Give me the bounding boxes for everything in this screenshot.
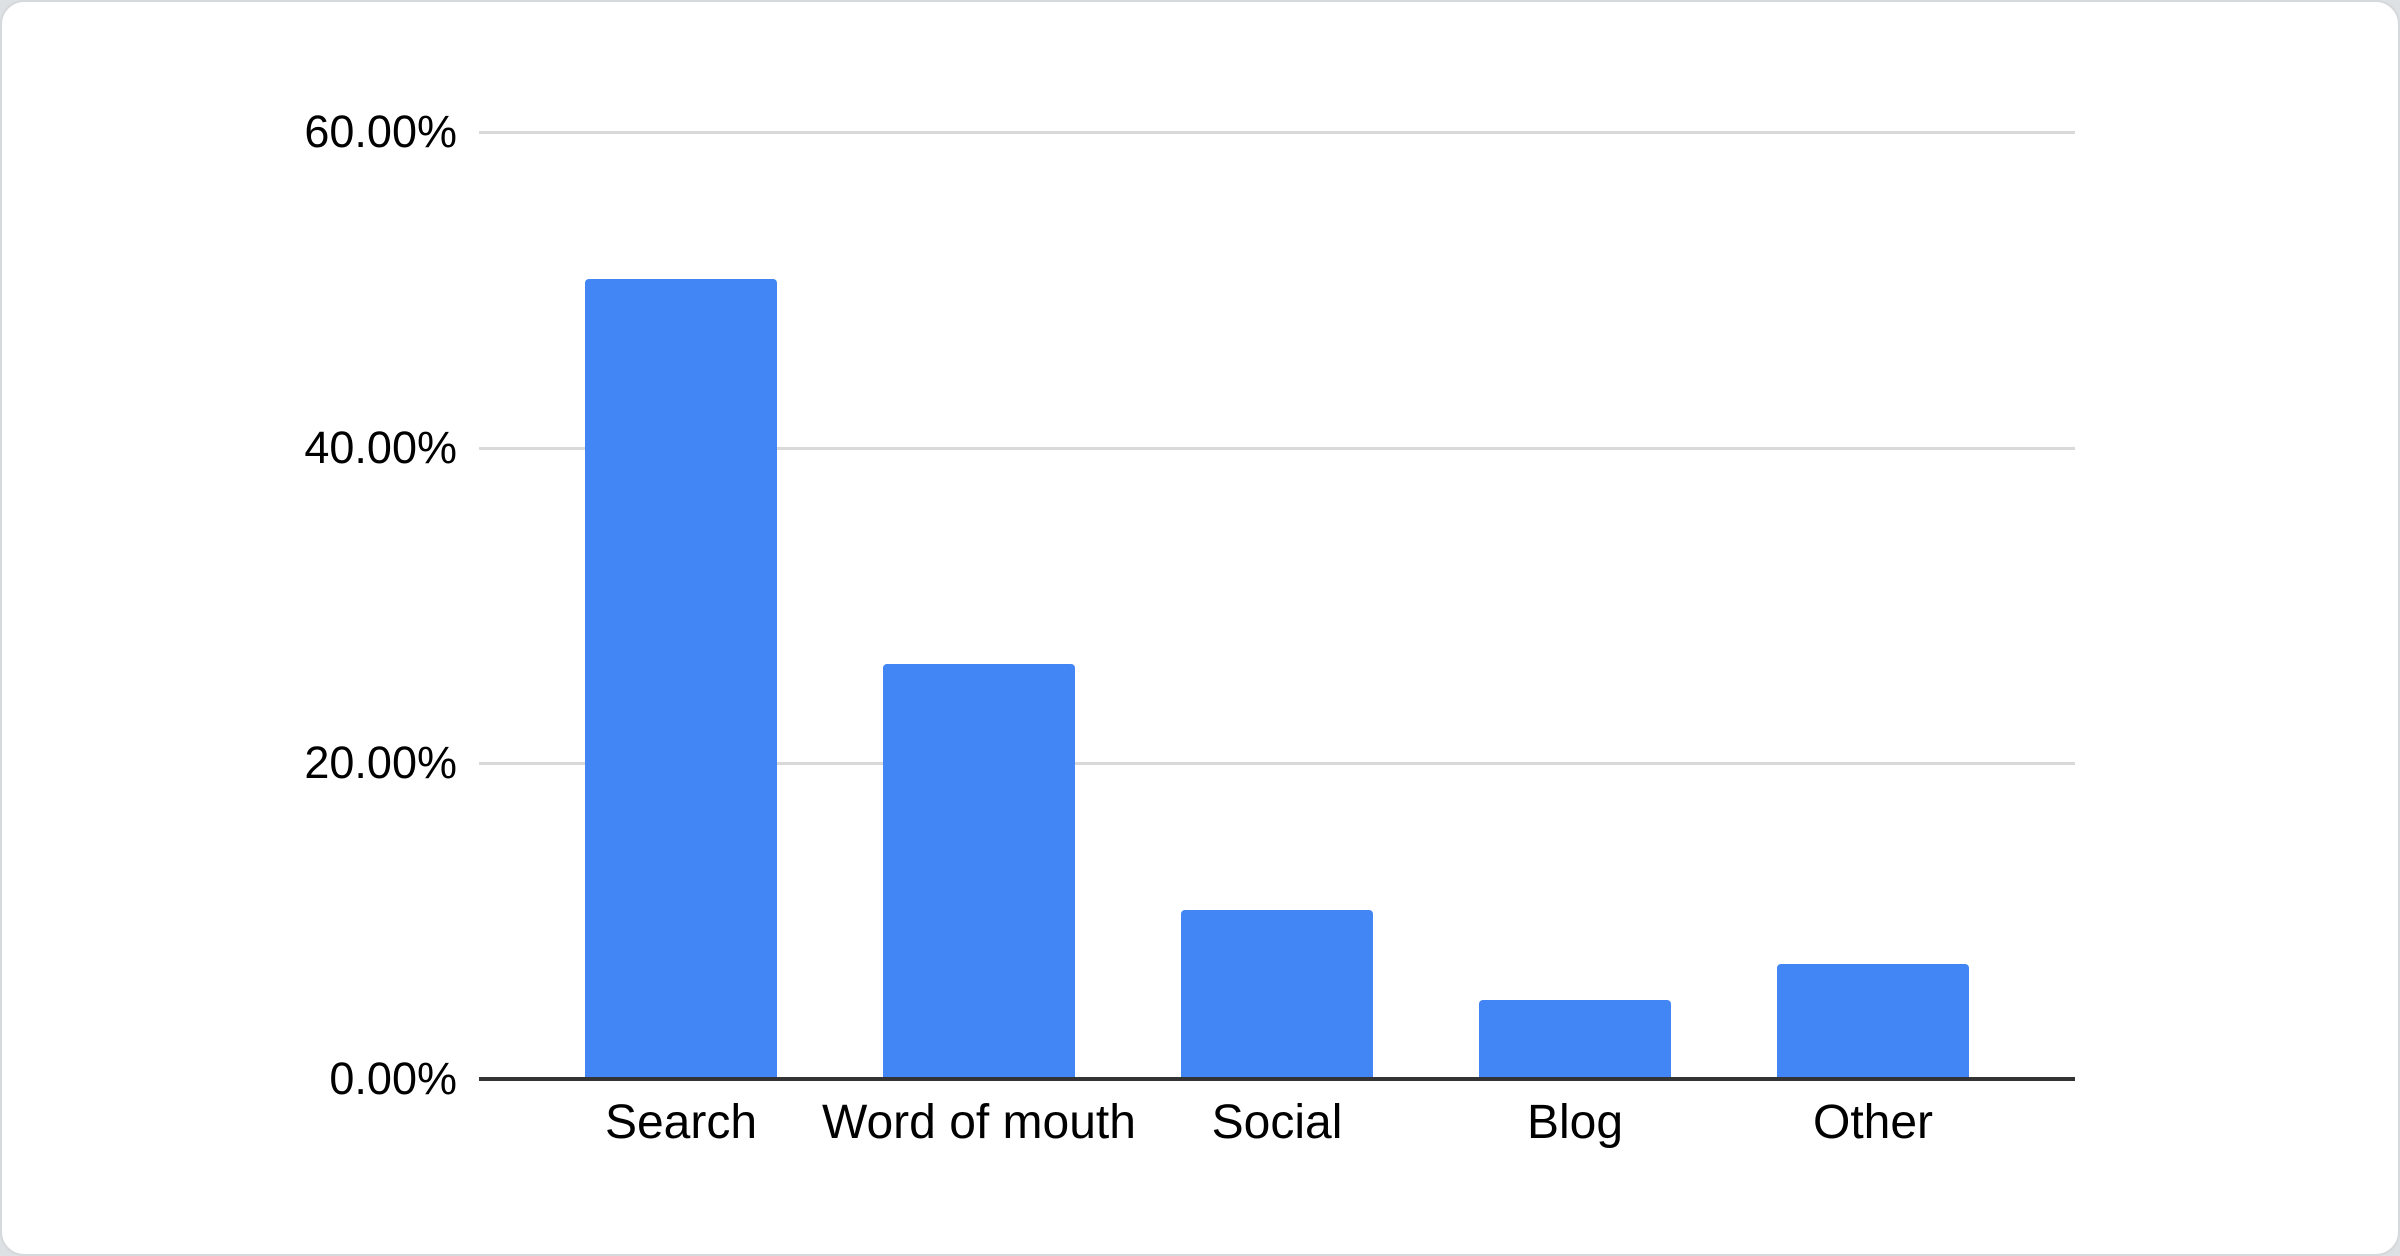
x-axis-label-word-of-mouth: Word of mouth — [822, 1096, 1136, 1149]
x-axis-labels: Search Word of mouth Social Blog Other — [479, 1094, 2075, 1164]
x-axis-label-social: Social — [1211, 1096, 1343, 1149]
gridline — [479, 446, 2075, 450]
x-axis-label-search: Search — [604, 1096, 758, 1149]
gridline — [479, 131, 2075, 134]
y-axis-label-40.00pct: 40.00% — [304, 421, 457, 473]
x-axis-line — [479, 1077, 2075, 1081]
gridline — [479, 762, 2075, 766]
bar-search[interactable] — [585, 278, 777, 1079]
x-axis-label-blog: Blog — [1526, 1096, 1624, 1149]
y-axis-label-0.00pct: 0.00% — [329, 1053, 457, 1104]
bar-word-of-mouth[interactable] — [883, 663, 1075, 1079]
x-axis-label-other: Other — [1812, 1096, 1934, 1149]
y-axis-label-20.00pct: 20.00% — [304, 737, 457, 789]
bar-social[interactable] — [1181, 910, 1373, 1079]
bar-other[interactable] — [1777, 963, 1969, 1079]
bars — [479, 132, 2075, 1079]
plot-area — [479, 131, 2075, 1081]
bar-blog[interactable] — [1479, 1000, 1671, 1079]
y-axis-label-60.00pct: 60.00% — [304, 106, 457, 157]
